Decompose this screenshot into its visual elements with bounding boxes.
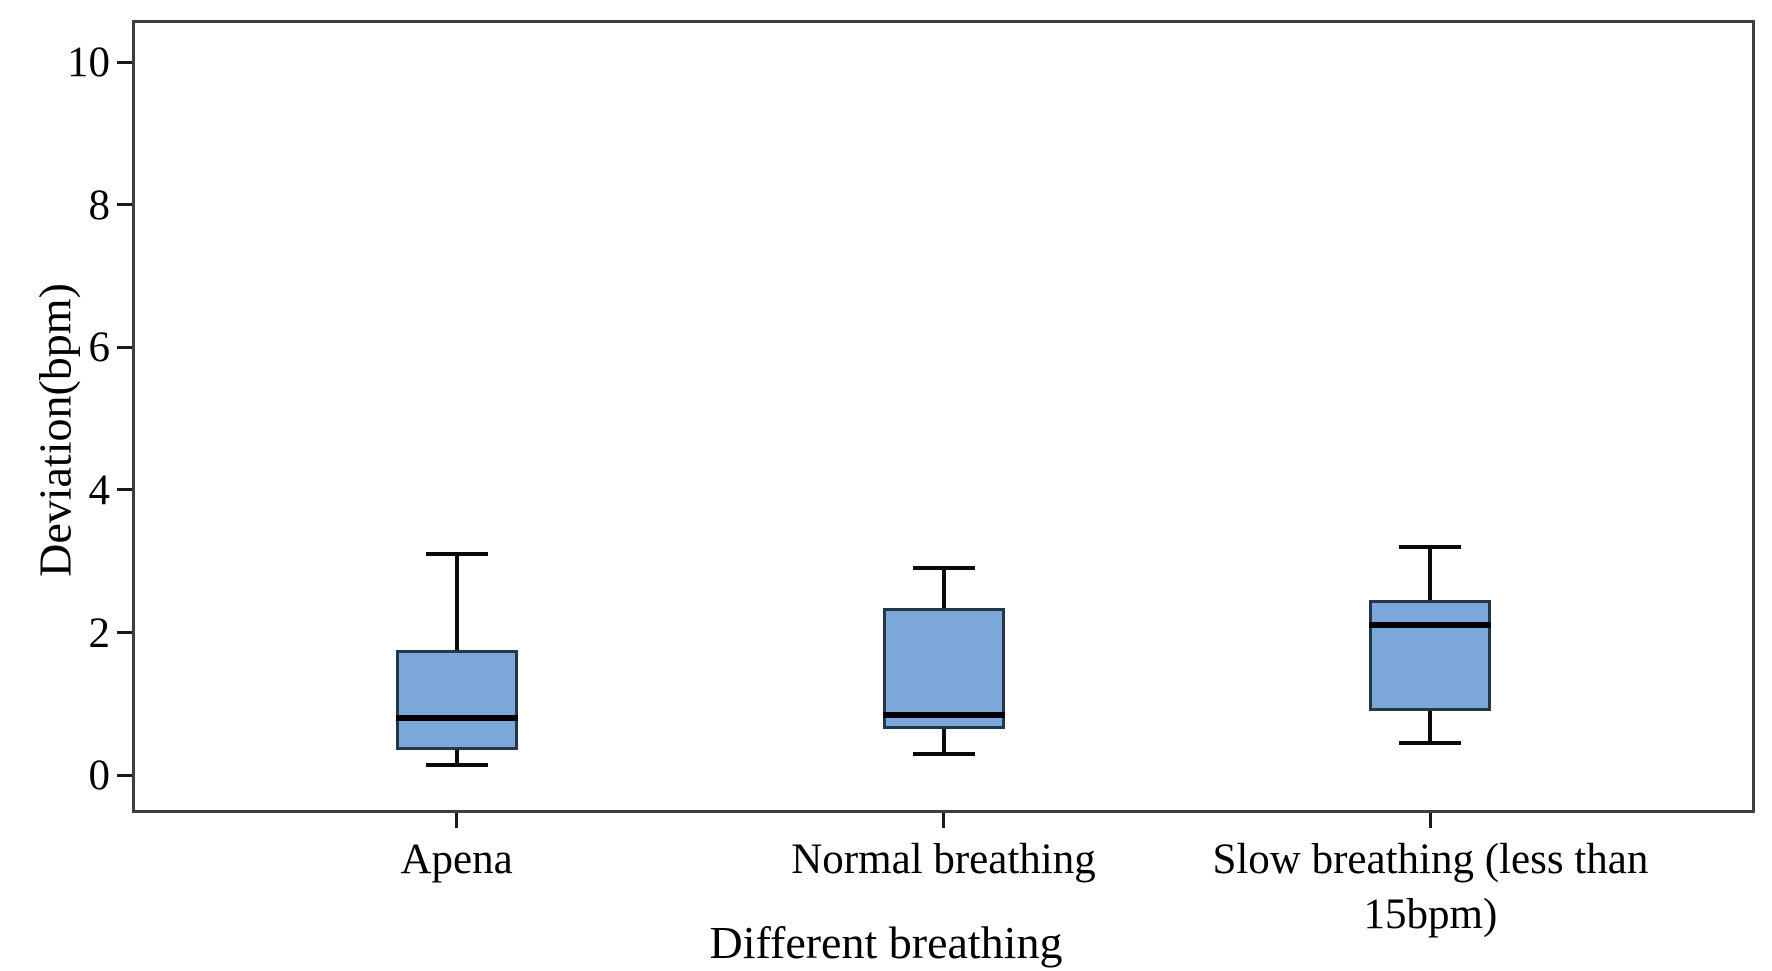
whisker-cap-top [912, 566, 975, 571]
y-tick-mark [117, 60, 132, 64]
y-tick-label: 10 [67, 39, 110, 87]
box [1369, 600, 1492, 712]
x-category-label: Slow breathing (less than 15bpm) [1212, 836, 1649, 939]
box [395, 650, 518, 751]
whisker-cap-bottom [912, 751, 975, 756]
y-tick-label: 2 [88, 609, 111, 657]
whisker-cap-bottom [425, 762, 488, 767]
box [882, 607, 1005, 729]
median-line [395, 715, 518, 722]
y-tick-mark [117, 345, 132, 349]
y-tick-label: 4 [88, 466, 111, 514]
x-category-label: Normal breathing [791, 836, 1096, 883]
x-category-label: Apena [400, 836, 513, 883]
median-line [1369, 622, 1492, 629]
median-line [882, 711, 1005, 718]
y-tick-label: 8 [88, 181, 111, 229]
whisker-cap-bottom [1399, 741, 1462, 746]
x-tick-mark [455, 813, 459, 828]
whisker-cap-top [425, 552, 488, 557]
x-tick-mark [942, 813, 945, 828]
y-tick-mark [117, 488, 132, 492]
whisker-cap-top [1399, 545, 1462, 549]
x-axis-title: Different breathing [709, 917, 1063, 968]
y-tick-label: 6 [88, 324, 111, 372]
y-tick-mark [117, 203, 132, 207]
y-tick-label: 0 [88, 752, 111, 800]
y-tick-mark [117, 631, 132, 635]
y-tick-mark [117, 773, 132, 777]
x-tick-mark [1428, 813, 1432, 828]
